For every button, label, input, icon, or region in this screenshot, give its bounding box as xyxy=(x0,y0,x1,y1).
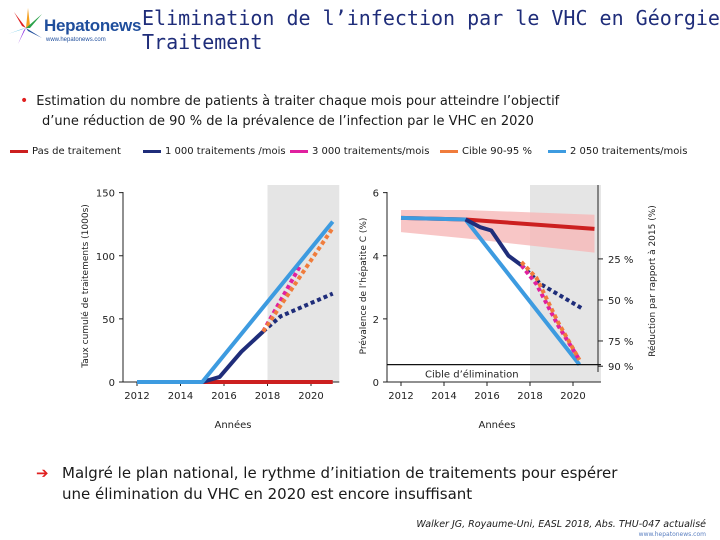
legend-swatch xyxy=(143,149,161,153)
bullet-line-2: d’une réduction de 90 % de la prévalence… xyxy=(42,114,534,129)
y-tick-label: 6 xyxy=(373,189,379,200)
x-tick-label: 2018 xyxy=(255,391,280,402)
series-line-3-000-traitements-mois xyxy=(261,264,302,333)
x-axis-label: Années xyxy=(214,419,251,431)
legend-item-1000: 1 000 traitements /mois xyxy=(143,146,286,157)
series-line-cible-90-95 xyxy=(519,260,582,361)
x-tick-label: 2016 xyxy=(211,391,236,402)
x-tick-label: 2020 xyxy=(298,391,323,402)
y-tick-label: 50 xyxy=(102,315,115,326)
uncertainty-band xyxy=(401,209,595,253)
title-line-1: Elimination de l’infection par le VHC en… xyxy=(142,6,720,30)
footer-url: www.hepatonews.com xyxy=(638,531,706,538)
hepatonews-logo: Hepatonews www.hepatonews.com xyxy=(8,6,142,52)
conclusion-line-2: une élimination du VHC en 2020 est encor… xyxy=(62,485,473,503)
series-line-1-000-traitements-mois xyxy=(137,330,265,384)
legend-label: Cible 90-95 % xyxy=(462,146,532,157)
elimination-target-label: Cible d’élimination xyxy=(425,369,519,381)
y-tick-label: 4 xyxy=(373,252,379,263)
x-tick-label: 2012 xyxy=(124,391,149,402)
legend-item-target: Cible 90-95 % xyxy=(440,146,532,157)
y-tick-label: 0 xyxy=(109,378,115,389)
y2-tick-label: 50 % xyxy=(608,296,633,307)
y-axis-label: Taux cumulé de traitements (1000s) xyxy=(80,204,91,369)
legend-label: Pas de traitement xyxy=(32,146,121,157)
series-line-2-050-traitements-mois xyxy=(137,220,335,384)
page-title: Elimination de l’infection par le VHC en… xyxy=(142,6,720,54)
y-tick-label: 100 xyxy=(96,252,115,263)
x-tick-label: 2014 xyxy=(168,391,193,402)
x-tick-label: 2014 xyxy=(431,391,456,402)
conclusion-line-1: Malgré le plan national, le rythme d’ini… xyxy=(62,464,618,482)
x-tick-label: 2012 xyxy=(388,391,413,402)
bullet-dot-icon: • xyxy=(20,93,29,109)
y-tick-label: 0 xyxy=(373,378,379,389)
legend-item-3000: 3 000 traitements/mois xyxy=(290,146,429,157)
y2-tick-label: 25 % xyxy=(608,255,633,266)
x-tick-label: 2016 xyxy=(474,391,499,402)
legend-label: 3 000 traitements/mois xyxy=(312,146,430,157)
x-tick-label: 2020 xyxy=(560,391,585,402)
legend-label: 2 050 traitements/mois xyxy=(570,146,688,157)
y2-axis-label: Réduction par rapport à 2015 (%) xyxy=(647,205,658,357)
legend-swatch xyxy=(290,149,308,153)
bullet-text: • Estimation du nombre de patients à trai… xyxy=(20,91,680,132)
logo-mark-icon xyxy=(8,8,42,44)
chart-legend: Pas de traitement 1 000 traitements /moi… xyxy=(10,146,710,160)
legend-label: 1 000 traitements /mois xyxy=(165,146,286,157)
legend-swatch xyxy=(10,149,28,153)
conclusion: ➔ Malgré le plan national, le rythme d’i… xyxy=(36,463,696,505)
series-line-1-000-traitements-mois xyxy=(464,217,523,267)
y2-tick-label: 75 % xyxy=(608,337,633,348)
arrow-right-icon: ➔ xyxy=(36,464,49,482)
title-line-2: Traitement xyxy=(142,30,263,54)
logo-text: Hepatonews xyxy=(44,16,142,35)
y-tick-label: 150 xyxy=(96,189,115,200)
legend-swatch xyxy=(440,149,458,153)
charts-area: 0 50 100 150 2012 2014 2016 2018 2020 Années Taux … xyxy=(80,185,658,431)
projection-shaded-region xyxy=(267,185,340,382)
logo-url: www.hepatonews.com xyxy=(46,37,106,43)
legend-item-2050: 2 050 traitements/mois xyxy=(548,146,687,157)
source-citation: Walker JG, Royaume-Uni, EASL 2018, Abs. … xyxy=(416,519,706,530)
y-tick-label: 2 xyxy=(373,315,379,326)
bullet-line-1: Estimation du nombre de patients à trait… xyxy=(36,94,560,109)
x-tick-label: 2018 xyxy=(517,391,542,402)
legend-item-no-treatment: Pas de traitement xyxy=(10,146,121,157)
x-axis-label: Années xyxy=(478,419,515,431)
legend-swatch xyxy=(548,149,566,153)
y-axis-label: Prévalence de l’hépatite C (%) xyxy=(358,218,369,355)
y2-tick-label: 90 % xyxy=(608,362,633,373)
